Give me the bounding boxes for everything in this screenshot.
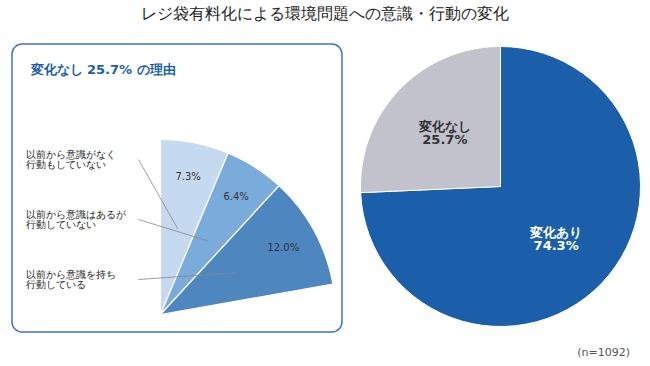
svg-text:以前から意識を持ち行動している: 以前から意識を持ち行動している — [26, 269, 116, 290]
svg-text:変化なし 25.7% の理由: 変化なし 25.7% の理由 — [30, 62, 176, 77]
svg-text:12.0%: 12.0% — [267, 242, 299, 253]
svg-text:7.3%: 7.3% — [175, 171, 200, 182]
svg-text:6.4%: 6.4% — [223, 191, 248, 202]
html-text:レジ袋有料化による環境問題への意識・行動の変化: レジ袋有料化による環境問題への意識・行動の変化 — [141, 4, 509, 23]
svg-text:以前から意識がなく行動もしていない: 以前から意識がなく行動もしていない — [26, 149, 116, 170]
svg-text:以前から意識はあるが行動していない: 以前から意識はあるが行動していない — [26, 209, 127, 230]
svg-text:変化なし25.7%: 変化なし25.7% — [418, 119, 471, 147]
svg-text:変化あり74.3%: 変化あり74.3% — [529, 225, 582, 253]
html-text:(n=1092): (n=1092) — [577, 346, 630, 359]
